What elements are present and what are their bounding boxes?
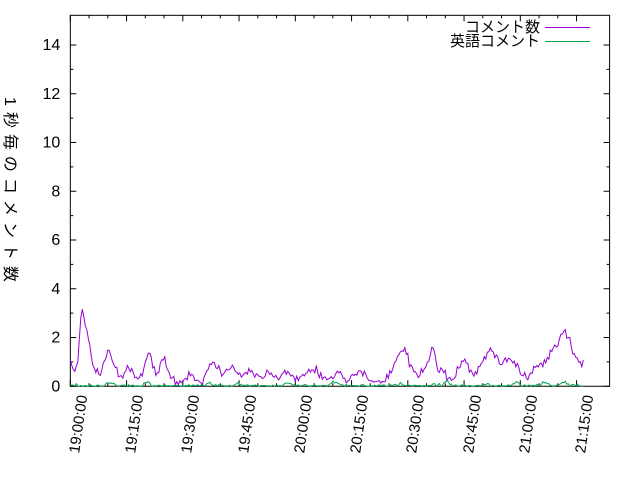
svg-text:12: 12 [43,86,61,103]
svg-text:6: 6 [51,232,60,249]
svg-text:14: 14 [43,37,61,54]
svg-text:8: 8 [51,183,60,200]
svg-text:10: 10 [43,135,61,152]
svg-text:0: 0 [51,378,60,395]
svg-text:4: 4 [51,281,60,298]
svg-text:2: 2 [51,330,60,347]
svg-text:英語コメント: 英語コメント [450,32,540,50]
